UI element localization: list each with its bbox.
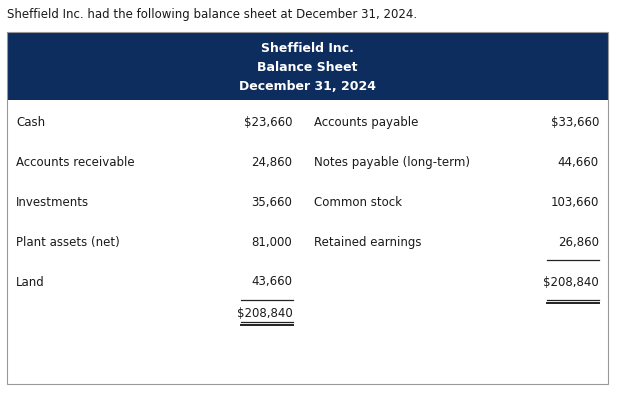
Text: Land: Land: [16, 275, 45, 288]
Text: 26,860: 26,860: [558, 236, 599, 249]
Text: Accounts receivable: Accounts receivable: [16, 156, 135, 169]
Text: 81,000: 81,000: [252, 236, 292, 249]
Text: Common stock: Common stock: [313, 195, 402, 208]
Text: Notes payable (long-term): Notes payable (long-term): [313, 156, 470, 169]
Text: $23,660: $23,660: [244, 115, 292, 128]
Text: $208,840: $208,840: [237, 307, 292, 320]
Bar: [7, 32, 608, 100]
Text: Investments: Investments: [16, 195, 89, 208]
Text: 103,660: 103,660: [550, 195, 599, 208]
Text: Plant assets (net): Plant assets (net): [16, 236, 120, 249]
Text: 24,860: 24,860: [252, 156, 292, 169]
Text: 43,660: 43,660: [252, 275, 292, 288]
Text: Retained earnings: Retained earnings: [313, 236, 421, 249]
Text: Sheffield Inc. had the following balance sheet at December 31, 2024.: Sheffield Inc. had the following balance…: [7, 8, 417, 21]
Text: Balance Sheet: Balance Sheet: [257, 61, 358, 74]
Text: Cash: Cash: [16, 115, 45, 128]
Text: 35,660: 35,660: [252, 195, 292, 208]
Text: December 31, 2024: December 31, 2024: [239, 80, 376, 93]
Bar: [7, 32, 608, 384]
Text: $208,840: $208,840: [543, 275, 599, 288]
Text: Sheffield Inc.: Sheffield Inc.: [261, 42, 354, 55]
Text: $33,660: $33,660: [550, 115, 599, 128]
Text: Accounts payable: Accounts payable: [313, 115, 418, 128]
Text: 44,660: 44,660: [558, 156, 599, 169]
